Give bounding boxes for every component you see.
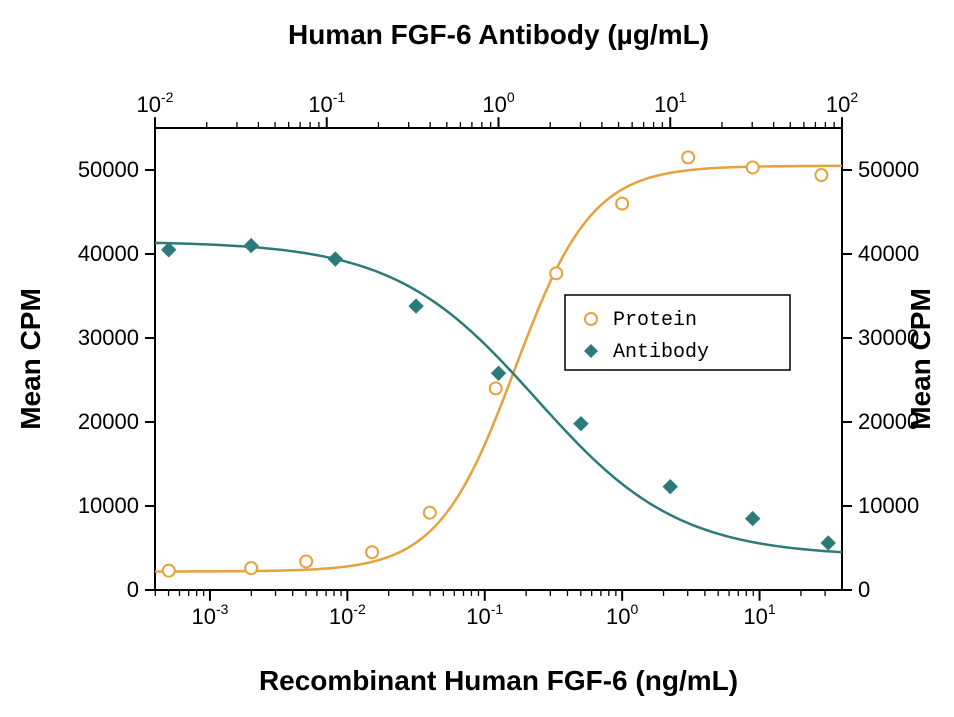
marker-protein [366,546,378,558]
marker-antibody [328,252,342,266]
marker-protein [550,267,562,279]
svg-text:40000: 40000 [858,241,919,266]
legend-label-antibody: Antibody [613,341,709,364]
svg-text:10-2: 10-2 [137,89,174,117]
svg-text:40000: 40000 [78,241,139,266]
svg-text:10000: 10000 [858,493,919,518]
svg-text:50000: 50000 [78,157,139,182]
svg-text:100: 100 [482,89,514,117]
left-axis-title: Mean CPM [15,288,46,430]
svg-text:10-3: 10-3 [191,601,228,629]
marker-antibody [162,243,176,257]
svg-text:10-1: 10-1 [466,601,503,629]
marker-antibody [574,417,588,431]
marker-protein [245,562,257,574]
marker-protein [163,565,175,577]
marker-protein [300,555,312,567]
marker-antibody [409,299,423,313]
top-axis-title: Human FGF-6 Antibody (µg/mL) [288,19,709,50]
svg-text:10-2: 10-2 [329,601,366,629]
series-line-antibody [155,243,842,552]
svg-text:0: 0 [858,577,870,602]
svg-text:20000: 20000 [78,409,139,434]
marker-antibody [492,366,506,380]
bottom-axis-title: Recombinant Human FGF-6 (ng/mL) [259,665,738,696]
svg-text:0: 0 [127,577,139,602]
svg-text:102: 102 [826,89,858,117]
marker-protein [490,382,502,394]
svg-text:100: 100 [606,601,638,629]
right-axis-title: Mean CPM [905,288,936,430]
legend-marker-protein [585,313,597,325]
svg-text:101: 101 [654,89,686,117]
legend-label-protein: Protein [613,309,697,332]
marker-protein [682,151,694,163]
marker-antibody [244,239,258,253]
marker-protein [424,507,436,519]
svg-text:50000: 50000 [858,157,919,182]
marker-antibody [746,512,760,526]
marker-protein [815,169,827,181]
marker-antibody [821,536,835,550]
chart-svg: 0010000100002000020000300003000040000400… [0,0,954,717]
svg-text:101: 101 [743,601,775,629]
svg-text:10-1: 10-1 [308,89,345,117]
chart-container: 0010000100002000020000300003000040000400… [0,0,954,717]
marker-antibody [663,480,677,494]
marker-protein [616,198,628,210]
svg-text:30000: 30000 [78,325,139,350]
marker-protein [747,161,759,173]
svg-text:10000: 10000 [78,493,139,518]
